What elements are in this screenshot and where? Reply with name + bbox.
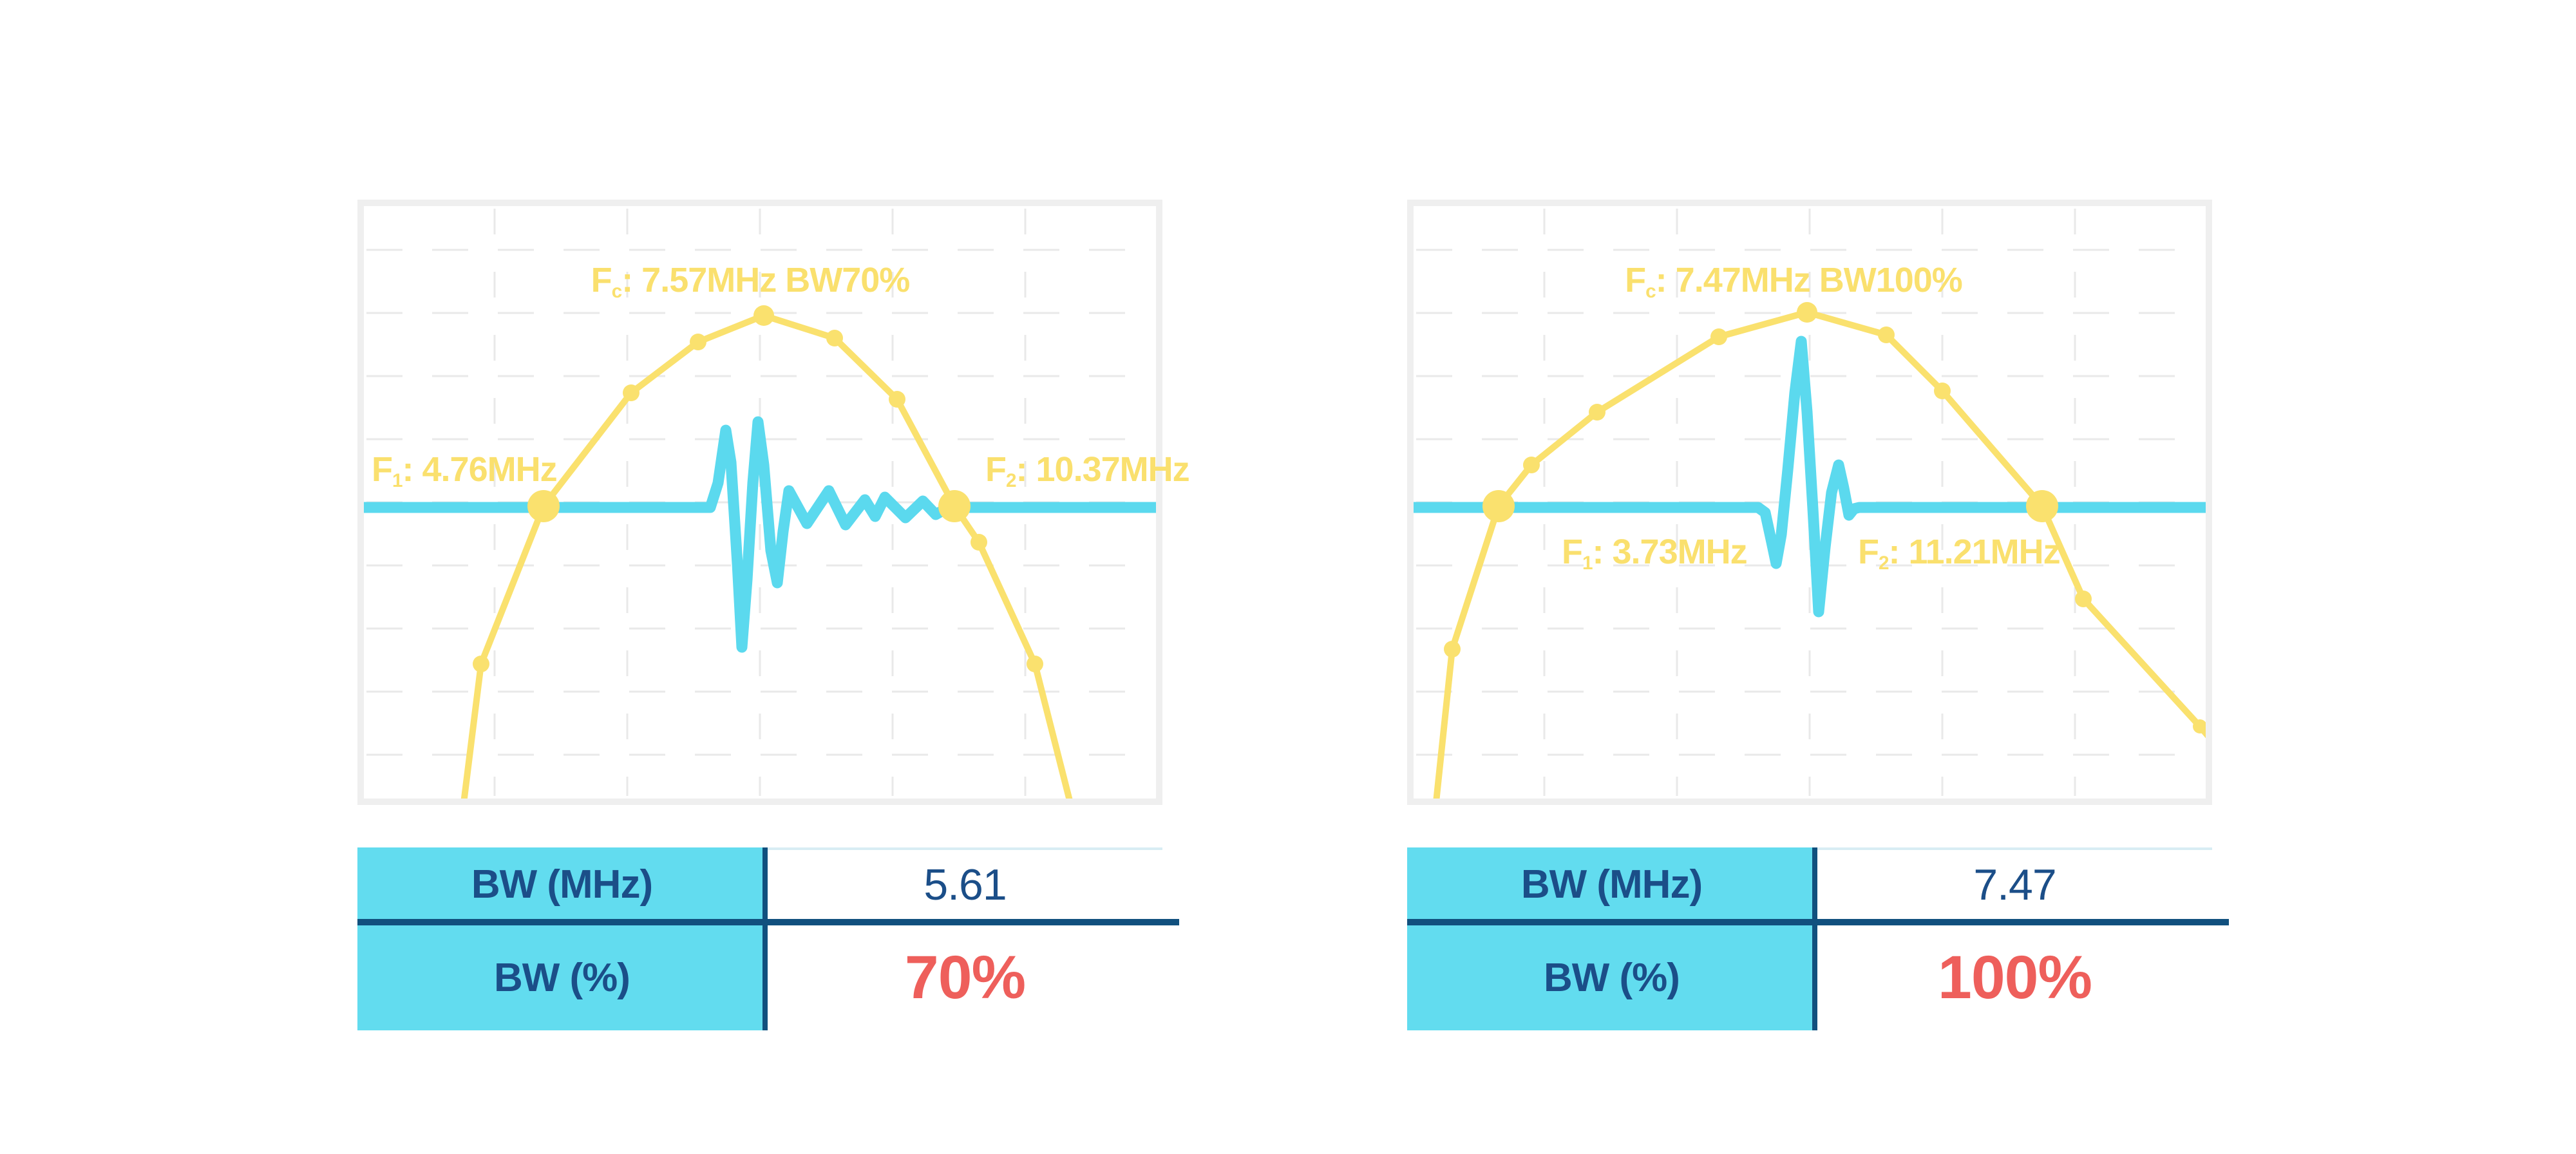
table-top-rule xyxy=(1817,847,2212,850)
f1-subscript: 1 xyxy=(392,469,402,491)
table-row-rule xyxy=(357,919,1179,925)
f1-value-text: : 3.73MHz xyxy=(1592,533,1748,571)
table-column-rule xyxy=(762,847,768,1030)
f1-prefix: F xyxy=(1562,533,1583,571)
fc-subscript: c xyxy=(611,280,622,302)
table-column-rule xyxy=(1812,847,1817,1030)
f1-prefix: F xyxy=(372,450,393,489)
fc-prefix: F xyxy=(591,261,612,299)
fc-value-text: : 7.57MHz BW70% xyxy=(621,261,910,299)
center-frequency-label: Fc: 7.57MHz BW70% xyxy=(570,263,931,301)
table-row-label: BW (%) xyxy=(494,956,630,1000)
f2-subscript: 2 xyxy=(1006,469,1016,491)
bw-percent-value: 100% xyxy=(1938,943,2092,1012)
f1-frequency-label: F1: 3.73MHz xyxy=(1562,533,1748,574)
chart-plot-area xyxy=(1407,209,2212,805)
panel-bw70: Fc: 7.57MHz BW70% F1: 4.76MHz F2: 10.37M… xyxy=(357,200,1246,1030)
bw-mhz-value: 7.47 xyxy=(1973,860,2056,909)
chart-bw70: Fc: 7.57MHz BW70% F1: 4.76MHz F2: 10.37M… xyxy=(357,200,1190,805)
fc-subscript: c xyxy=(1645,280,1656,302)
f2-frequency-label: F2: 10.37MHz xyxy=(985,450,1190,491)
table-row-rule xyxy=(1407,919,2229,925)
table-row-label: BW (%) xyxy=(1544,956,1680,1000)
table-row-label: BW (MHz) xyxy=(471,862,653,907)
chart-plot-area xyxy=(357,209,1162,805)
center-frequency-label: Fc: 7.47MHz BW100% xyxy=(1600,263,1987,301)
table-top-rule xyxy=(768,847,1162,850)
chart-bw100: Fc: 7.47MHz BW100% F1: 3.73MHz F2: 11.21… xyxy=(1407,200,2212,805)
bw-mhz-value: 5.61 xyxy=(923,860,1007,909)
table-header-column xyxy=(1407,847,1816,1030)
f1-value-text: : 4.76MHz xyxy=(402,450,558,489)
f2-frequency-label: F2: 11.21MHz xyxy=(1858,533,2061,574)
panel-bw100: Fc: 7.47MHz BW100% F1: 3.73MHz F2: 11.21… xyxy=(1407,200,2296,1030)
f2-prefix: F xyxy=(1858,533,1879,571)
f1-subscript: 1 xyxy=(1582,552,1593,574)
f2-prefix: F xyxy=(985,450,1007,489)
bw-percent-value: 70% xyxy=(904,943,1026,1012)
table-header-column xyxy=(357,847,766,1030)
f2-value-text: : 11.21MHz xyxy=(1888,533,2061,571)
f1-frequency-label: F1: 4.76MHz xyxy=(372,450,558,491)
fc-value-text: : 7.47MHz BW100% xyxy=(1655,261,1963,299)
fc-prefix: F xyxy=(1625,261,1646,299)
bandwidth-table: BW (MHz) BW (%) 7.47 100% xyxy=(1407,847,2229,1030)
f2-subscript: 2 xyxy=(1879,552,1889,574)
table-row-label: BW (MHz) xyxy=(1520,862,1703,907)
bandwidth-table: BW (MHz) BW (%) 5.61 70% xyxy=(357,847,1179,1030)
f2-value-text: : 10.37MHz xyxy=(1016,450,1190,489)
